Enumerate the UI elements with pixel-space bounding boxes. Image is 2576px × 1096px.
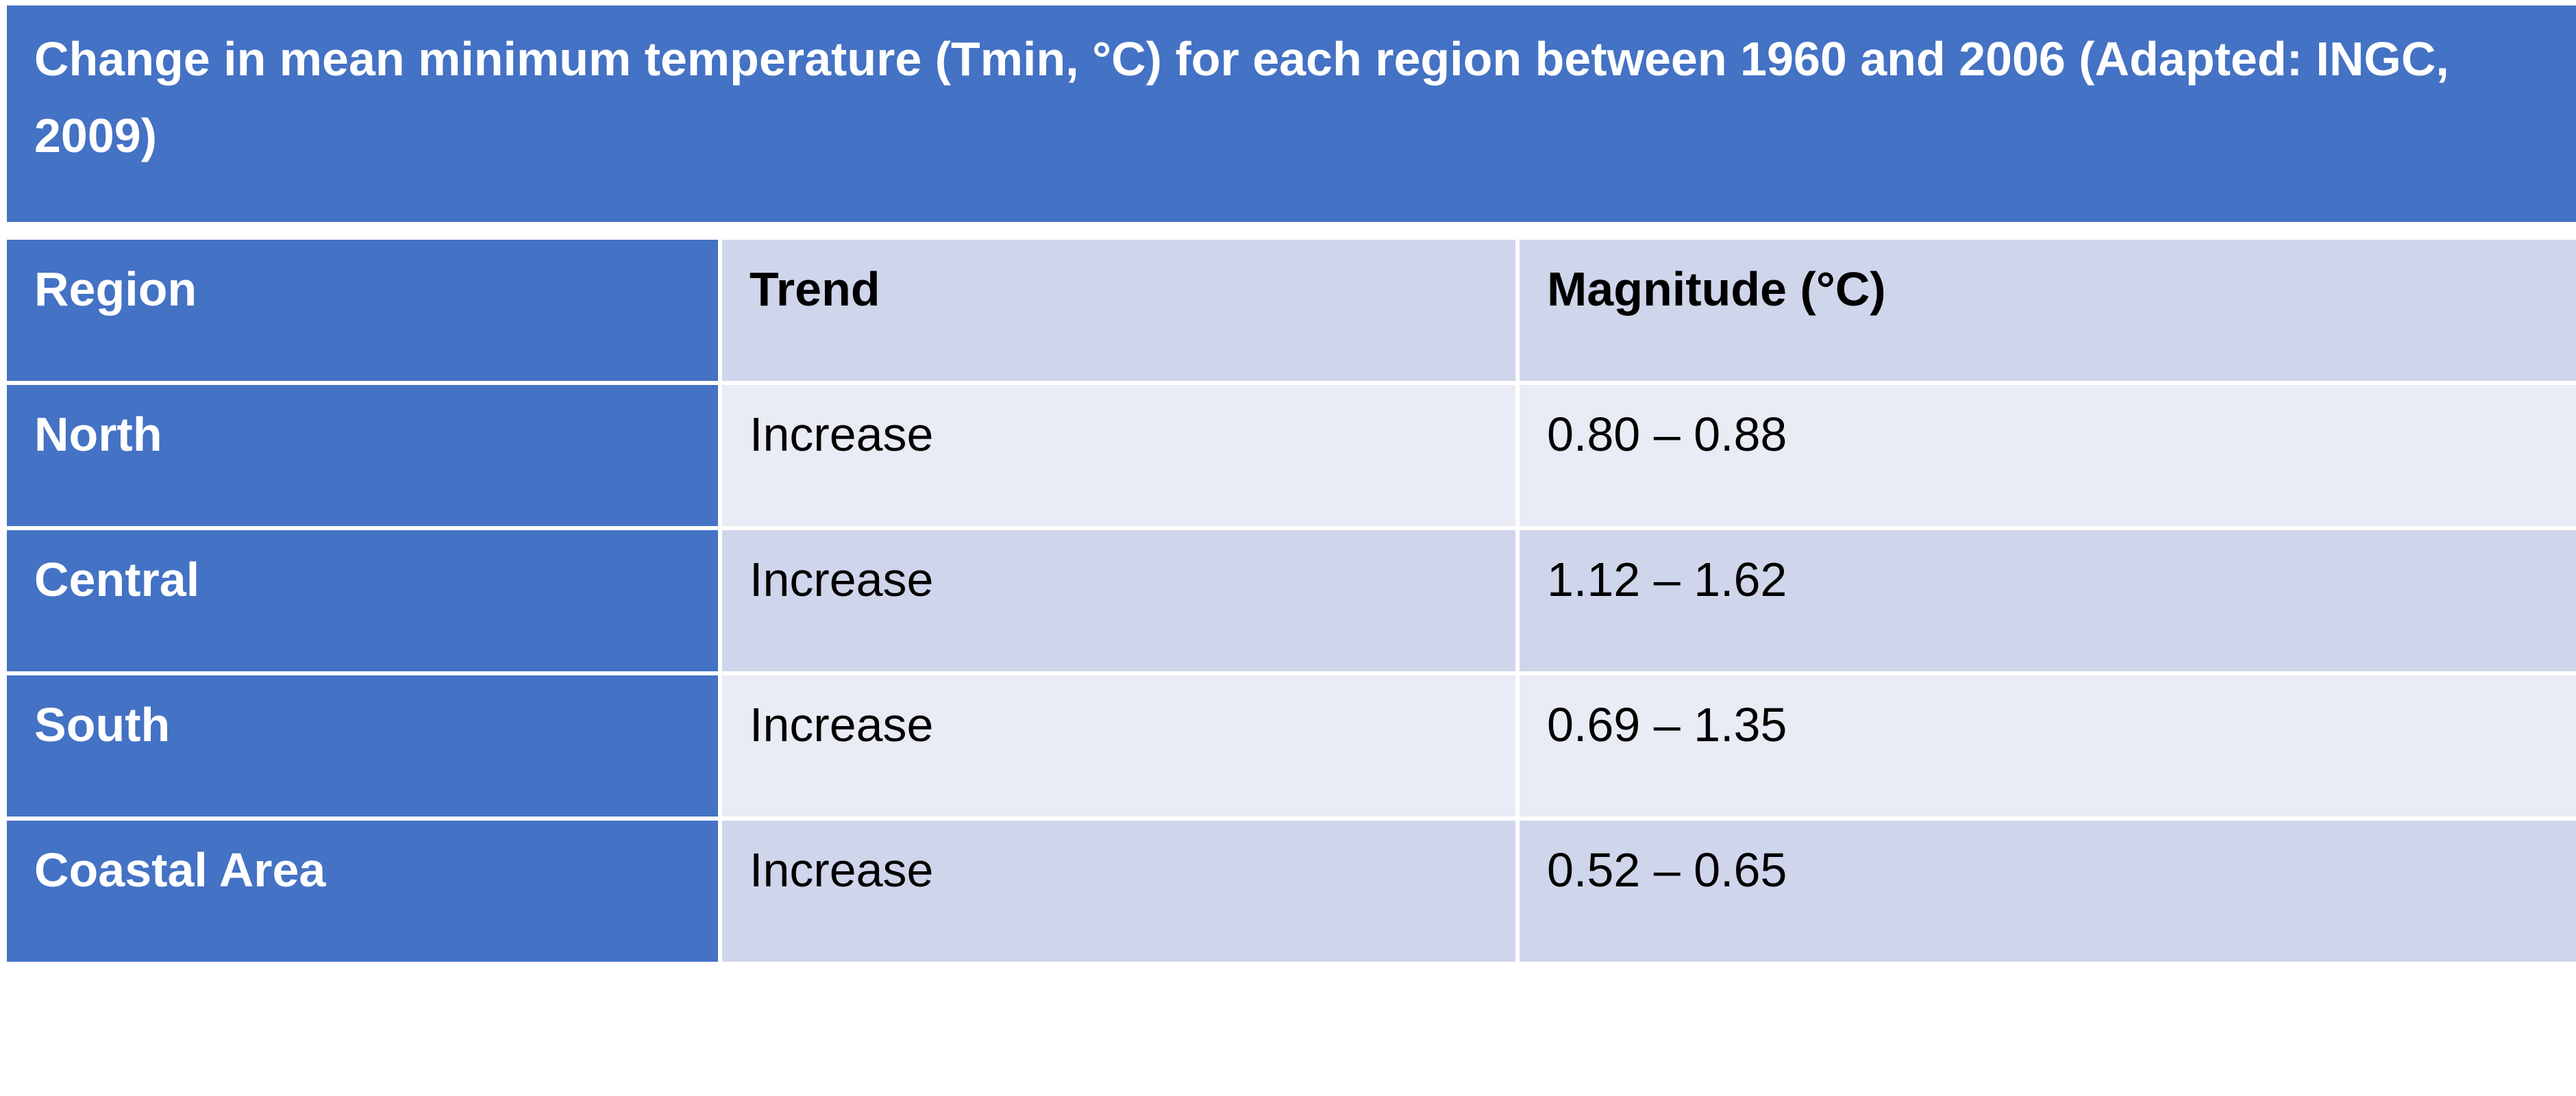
trend-cell: Increase	[722, 385, 1515, 526]
table-row: South Increase 0.69 – 1.35	[7, 675, 2576, 817]
table-row: North Increase 0.80 – 0.88	[7, 385, 2576, 526]
table-header-row: Region Trend Magnitude (°C)	[7, 240, 2576, 381]
header-magnitude: Magnitude (°C)	[1520, 240, 2576, 381]
magnitude-cell: 0.69 – 1.35	[1520, 675, 2576, 817]
trend-cell: Increase	[722, 675, 1515, 817]
region-cell: Coastal Area	[7, 821, 718, 962]
table-row: Central Increase 1.12 – 1.62	[7, 530, 2576, 671]
table-row: Coastal Area Increase 0.52 – 0.65	[7, 821, 2576, 962]
magnitude-cell: 0.52 – 0.65	[1520, 821, 2576, 962]
region-cell: North	[7, 385, 718, 526]
temperature-table: Region Trend Magnitude (°C) North Increa…	[7, 240, 2576, 966]
region-cell: Central	[7, 530, 718, 671]
trend-cell: Increase	[722, 530, 1515, 671]
region-cell: South	[7, 675, 718, 817]
magnitude-cell: 0.80 – 0.88	[1520, 385, 2576, 526]
header-region: Region	[7, 240, 718, 381]
magnitude-cell: 1.12 – 1.62	[1520, 530, 2576, 671]
trend-cell: Increase	[722, 821, 1515, 962]
table-caption: Change in mean minimum temperature (Tmin…	[7, 5, 2576, 222]
table-title: Change in mean minimum temperature (Tmin…	[34, 32, 2449, 162]
header-trend: Trend	[722, 240, 1515, 381]
